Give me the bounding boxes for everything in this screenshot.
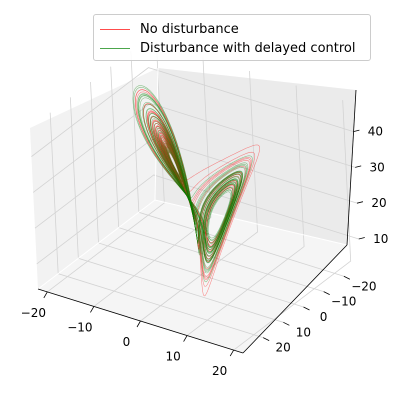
y-axis-line <box>242 244 348 354</box>
x-tick-mark <box>229 349 235 357</box>
x-tick-mark <box>43 291 48 299</box>
trajectory-no-disturbance <box>136 91 237 250</box>
grid-line-x <box>140 70 258 322</box>
x-tick-mark <box>183 335 188 342</box>
grid-line-x <box>186 85 305 336</box>
trajectory-disturbance <box>137 93 199 245</box>
grid-line-z <box>34 138 358 229</box>
grid-line-x <box>233 100 352 351</box>
trajectory-no-disturbance <box>159 133 256 287</box>
z-tick-mark <box>353 129 360 133</box>
x-tick-label: −10 <box>67 320 92 334</box>
trajectory-disturbance <box>202 171 243 263</box>
trajectory-disturbance <box>138 95 243 263</box>
x-tick-mark <box>90 306 95 313</box>
grid-line-x <box>47 41 165 293</box>
x-tick-mark <box>136 320 141 328</box>
trajectory-no-disturbance <box>189 159 250 277</box>
legend-item-no-disturbance: No disturbance <box>100 20 239 38</box>
legend-item-disturbance: Disturbance with delayed control <box>100 39 356 57</box>
legend-label: Disturbance with delayed control <box>140 40 356 56</box>
y-tick-mark <box>262 337 270 342</box>
trajectory-disturbance <box>132 85 233 256</box>
grid-line-x <box>93 56 212 307</box>
x-tick-label: 20 <box>212 364 227 378</box>
z-axis-line <box>346 89 357 246</box>
legend-label: No disturbance <box>140 21 239 37</box>
trajectory-no-disturbance <box>143 103 243 262</box>
trajectory-disturbance <box>163 141 186 189</box>
z-tick-label: 30 <box>370 160 385 174</box>
trajectory-no-disturbance <box>146 110 252 281</box>
trajectory-disturbance <box>158 131 190 202</box>
trajectory-disturbance <box>138 95 240 256</box>
z-tick-mark <box>355 165 362 168</box>
trajectory-disturbance <box>139 97 244 264</box>
trajectory-no-disturbance <box>143 103 218 262</box>
x-tick-label: −20 <box>21 306 46 320</box>
trajectory-no-disturbance <box>151 110 196 223</box>
trajectory-disturbance <box>133 86 243 262</box>
trajectory-disturbance <box>165 145 183 183</box>
z-tick-label: 20 <box>371 196 386 210</box>
trajectory-no-disturbance <box>167 150 181 178</box>
y-tick-mark <box>323 291 330 295</box>
trajectory-disturbance <box>155 126 253 283</box>
y-tick-label: 0 <box>320 310 328 324</box>
y-tick-label: 10 <box>296 325 311 339</box>
left-pane <box>30 68 158 289</box>
trajectory-no-disturbance <box>165 144 260 297</box>
trajectory-disturbance <box>137 93 239 254</box>
trajectory-no-disturbance <box>148 112 195 220</box>
y-tick-mark <box>303 306 310 311</box>
trajectory-disturbance <box>142 102 242 260</box>
trajectory-no-disturbance <box>147 111 246 269</box>
floor-pane <box>38 200 347 353</box>
legend: No disturbance Disturbance with delayed … <box>93 14 371 61</box>
trajectory-no-disturbance <box>165 145 183 182</box>
trajectory-no-disturbance <box>163 141 185 189</box>
trajectory-disturbance <box>150 116 197 231</box>
z-tick-label: 10 <box>373 232 388 246</box>
y-tick-label: 20 <box>276 341 291 355</box>
trajectory-disturbance <box>167 149 181 178</box>
x-tick-label: 0 <box>123 335 131 349</box>
trajectory-disturbance <box>145 108 249 274</box>
z-tick-label: 40 <box>368 125 383 139</box>
back-pane <box>155 68 356 245</box>
grid-line-z <box>36 174 359 265</box>
grid-line-z <box>32 102 356 193</box>
pane-edge <box>154 67 159 201</box>
trajectory-disturbance <box>148 113 247 271</box>
trajectory-disturbance <box>185 172 242 262</box>
trajectory-no-disturbance <box>162 139 185 189</box>
y-tick-mark <box>343 275 351 280</box>
y-tick-mark <box>283 321 290 326</box>
trajectory-no-disturbance <box>135 89 235 250</box>
trajectory-no-disturbance <box>159 132 189 200</box>
trajectory-no-disturbance <box>135 89 243 250</box>
legend-swatch-green <box>100 47 130 49</box>
trajectory-disturbance <box>145 108 248 272</box>
z-tick-mark <box>356 201 364 204</box>
z-tick-mark <box>358 237 365 240</box>
trajectory-disturbance <box>202 179 240 260</box>
trajectory-no-disturbance <box>147 111 240 230</box>
legend-swatch-red <box>100 28 130 30</box>
y-tick-label: −10 <box>331 295 356 309</box>
y-tick-label: −20 <box>351 279 376 293</box>
trajectory-no-disturbance <box>158 132 190 201</box>
x-tick-label: 10 <box>165 350 180 364</box>
trajectory-no-disturbance <box>199 158 251 279</box>
grid-line-z <box>31 67 354 157</box>
